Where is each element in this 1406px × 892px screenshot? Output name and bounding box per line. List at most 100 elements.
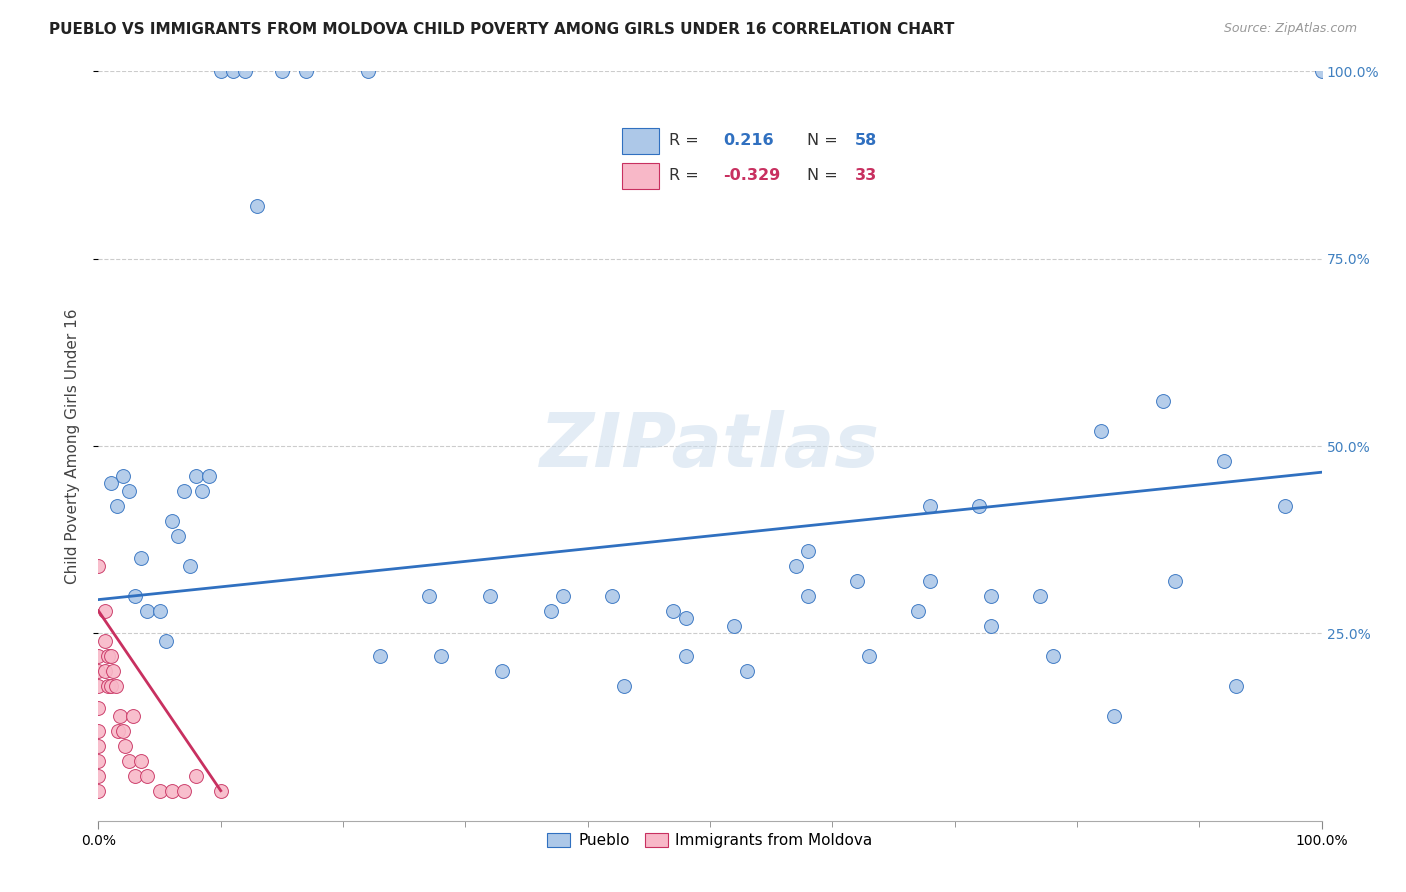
Point	[735, 664, 758, 678]
Point	[797, 544, 820, 558]
Point	[87, 679, 110, 693]
Point	[1042, 648, 1064, 663]
Point	[87, 769, 110, 783]
Point	[1090, 424, 1112, 438]
Point	[121, 708, 143, 723]
Point	[87, 739, 110, 753]
Point	[1310, 64, 1333, 78]
Point	[87, 701, 110, 715]
Point	[662, 604, 685, 618]
Point	[87, 664, 110, 678]
Point	[980, 589, 1002, 603]
Point	[1225, 679, 1247, 693]
Point	[87, 558, 110, 573]
Point	[967, 499, 990, 513]
Point	[173, 483, 195, 498]
Point	[87, 723, 110, 738]
Point	[1212, 454, 1234, 468]
Text: 0.216: 0.216	[723, 134, 773, 148]
Point	[118, 754, 141, 768]
Point	[167, 529, 190, 543]
Point	[1029, 589, 1052, 603]
Text: PUEBLO VS IMMIGRANTS FROM MOLDOVA CHILD POVERTY AMONG GIRLS UNDER 16 CORRELATION: PUEBLO VS IMMIGRANTS FROM MOLDOVA CHILD …	[49, 22, 955, 37]
Point	[600, 589, 623, 603]
Point	[858, 648, 880, 663]
Point	[179, 558, 201, 573]
Point	[186, 769, 208, 783]
Point	[491, 664, 513, 678]
Point	[675, 611, 697, 625]
Point	[93, 604, 115, 618]
Point	[111, 723, 134, 738]
FancyBboxPatch shape	[621, 128, 659, 153]
Point	[136, 604, 159, 618]
Point	[129, 551, 152, 566]
Point	[418, 589, 440, 603]
Point	[101, 664, 124, 678]
Point	[675, 648, 697, 663]
Point	[149, 783, 172, 797]
Point	[104, 679, 127, 693]
Point	[118, 483, 141, 498]
Point	[270, 64, 294, 78]
Point	[100, 679, 122, 693]
Point	[114, 739, 136, 753]
Point	[124, 769, 146, 783]
Text: 58: 58	[855, 134, 877, 148]
Point	[356, 64, 378, 78]
Text: N =: N =	[807, 134, 838, 148]
Point	[186, 469, 208, 483]
Point	[613, 679, 636, 693]
Point	[478, 589, 501, 603]
Point	[87, 754, 110, 768]
Text: R =: R =	[669, 169, 699, 183]
Point	[553, 589, 575, 603]
Point	[246, 199, 269, 213]
Point	[191, 483, 214, 498]
FancyBboxPatch shape	[621, 163, 659, 189]
Point	[430, 648, 453, 663]
Point	[222, 64, 245, 78]
Point	[1164, 574, 1187, 588]
Y-axis label: Child Poverty Among Girls Under 16: Child Poverty Among Girls Under 16	[65, 309, 80, 583]
Point	[160, 514, 183, 528]
Point	[97, 679, 120, 693]
Point	[160, 783, 183, 797]
Point	[907, 604, 929, 618]
Point	[209, 783, 232, 797]
Point	[105, 499, 128, 513]
Point	[845, 574, 868, 588]
Point	[93, 664, 115, 678]
Point	[540, 604, 562, 618]
Point	[93, 633, 115, 648]
Point	[785, 558, 807, 573]
Point	[107, 723, 129, 738]
Point	[129, 754, 152, 768]
Point	[368, 648, 391, 663]
Legend: Pueblo, Immigrants from Moldova: Pueblo, Immigrants from Moldova	[541, 827, 879, 855]
Point	[136, 769, 159, 783]
Text: -0.329: -0.329	[723, 169, 780, 183]
Point	[97, 648, 120, 663]
Point	[1102, 708, 1125, 723]
Point	[1274, 499, 1296, 513]
Point	[100, 648, 122, 663]
Text: R =: R =	[669, 134, 699, 148]
Point	[233, 64, 256, 78]
Point	[920, 574, 942, 588]
Point	[295, 64, 318, 78]
Text: Source: ZipAtlas.com: Source: ZipAtlas.com	[1223, 22, 1357, 36]
Point	[87, 648, 110, 663]
Point	[149, 604, 172, 618]
Point	[209, 64, 232, 78]
Point	[797, 589, 820, 603]
Point	[173, 783, 195, 797]
Point	[111, 469, 134, 483]
Point	[110, 708, 132, 723]
Point	[155, 633, 177, 648]
Text: ZIPatlas: ZIPatlas	[540, 409, 880, 483]
Point	[980, 619, 1002, 633]
Text: N =: N =	[807, 169, 838, 183]
Point	[197, 469, 219, 483]
Point	[124, 589, 146, 603]
